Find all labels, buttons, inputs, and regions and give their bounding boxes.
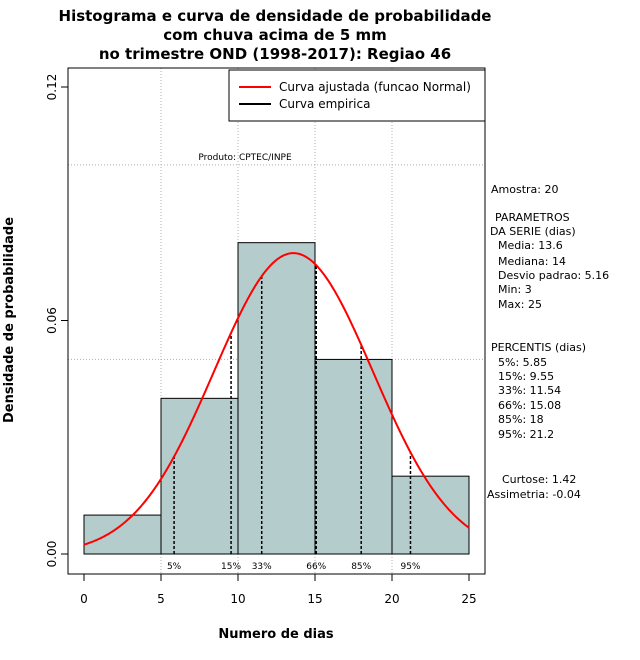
legend: Curva ajustada (funcao Normal) Curva emp… xyxy=(228,69,486,122)
normal-curve xyxy=(83,252,470,546)
y-axis-label: Densidade de probabilidade xyxy=(2,217,17,423)
param-mean: Media: 13.6 xyxy=(498,239,563,252)
histogram-bar xyxy=(83,514,162,555)
y-tick-label: 0.06 xyxy=(45,307,59,334)
histogram-bars xyxy=(83,242,470,555)
x-tick-label: 0 xyxy=(80,592,88,606)
histogram-bar xyxy=(314,358,393,555)
chart-title-line-2: com chuva acima de 5 mm xyxy=(163,26,387,44)
percentile-label: 33% xyxy=(252,562,272,572)
x-tick-label: 20 xyxy=(384,592,399,606)
stats-panel: Amostra: 20 PARAMETROS DA SERIE (dias) M… xyxy=(487,183,609,501)
chart-title-line-1: Histograma e curva de densidade de proba… xyxy=(59,7,492,25)
percentile-label: 95% xyxy=(400,562,420,572)
percentile-label: 15% xyxy=(221,562,241,572)
percentiles-header: PERCENTIS (dias) xyxy=(491,341,586,354)
percentile-label: 85% xyxy=(351,562,371,572)
param-sd: Desvio padrao: 5.16 xyxy=(498,269,609,282)
legend-box xyxy=(228,69,486,122)
x-tick-label: 25 xyxy=(461,592,476,606)
product-label: Produto: CPTEC/INPE xyxy=(198,153,292,163)
y-tick-label: 0.12 xyxy=(45,74,59,101)
chart-title-line-3: no trimestre OND (1998-2017): Regiao 46 xyxy=(99,45,451,63)
x-tick-label: 15 xyxy=(307,592,322,606)
percentile-5: 5%: 5.85 xyxy=(498,356,547,369)
percentile-66: 66%: 15.08 xyxy=(498,399,561,412)
sample-size: Amostra: 20 xyxy=(491,183,558,196)
legend-entry-normal: Curva ajustada (funcao Normal) xyxy=(279,80,471,94)
x-tick-label: 10 xyxy=(230,592,245,606)
percentile-15: 15%: 9.55 xyxy=(498,370,554,383)
percentile-33: 33%: 11.54 xyxy=(498,384,561,397)
histogram-bar xyxy=(160,397,239,555)
param-max: Max: 25 xyxy=(498,298,542,311)
kurtosis: Curtose: 1.42 xyxy=(502,473,576,486)
percentile-85: 85%: 18 xyxy=(498,413,544,426)
histogram-bar xyxy=(391,475,470,555)
percentile-label: 5% xyxy=(167,562,182,572)
normal-curve-layer xyxy=(83,252,470,546)
params-subheader: DA SERIE (dias) xyxy=(490,225,576,238)
percentile-95: 95%: 21.2 xyxy=(498,428,554,441)
axes: 0 5 10 15 20 25 0.00 0.06 0.12 xyxy=(45,74,477,606)
param-min: Min: 3 xyxy=(498,283,532,296)
y-tick-label: 0.00 xyxy=(45,541,59,568)
legend-entry-empirical: Curva empirica xyxy=(279,97,370,111)
params-header: PARAMETROS xyxy=(495,211,570,224)
histogram-bar xyxy=(237,242,316,555)
x-tick-label: 5 xyxy=(157,592,165,606)
percentile-label: 66% xyxy=(306,562,326,572)
percentile-markers: 5% 15% 33% 66% 85% 95% xyxy=(167,265,421,572)
x-axis-label: Numero de dias xyxy=(218,627,334,642)
skewness: Assimetria: -0.04 xyxy=(487,488,581,501)
param-median: Mediana: 14 xyxy=(498,255,566,268)
